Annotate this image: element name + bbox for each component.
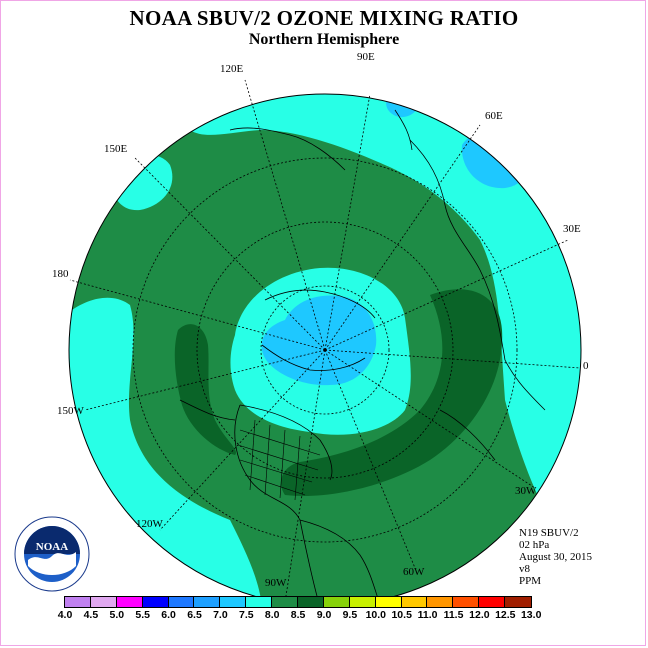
colorbar [64,596,533,608]
colorbar-segment [323,597,350,607]
us-state-lines [237,419,321,501]
colorbar-segment [298,597,324,607]
colorbar-tick-label: 4.5 [83,609,99,621]
map-title: NOAA SBUV/2 OZONE MIXING RATIO [129,6,519,30]
colorbar-tick-label: 11.0 [417,609,438,621]
colorbar-tick-label: 11.5 [443,609,464,621]
colorbar-segment [505,597,532,607]
colorbar-segment [479,597,506,607]
colorbar-tick-label: 10.0 [365,609,387,621]
graticule [69,79,581,603]
colorbar-tick-label: 5.5 [135,609,150,621]
map-subtitle: Northern Hemisphere [248,31,400,48]
colorbar-segment [375,597,402,607]
colorbar-tick-label: 4.0 [57,609,73,621]
lon-label-120e: 120E [220,63,244,75]
colorbar-segment [168,597,195,607]
colorbar-tick-label: 10.5 [391,609,412,621]
colorbar-segment [349,597,376,607]
lon-label-90w: 90W [265,577,287,589]
colorbar-ticks: 4.0 4.5 5.0 5.5 6.0 6.5 7.0 7.5 8.0 8.5 9.0 9.5 10.0… [58,609,582,623]
logo-text: NOAA [36,541,68,553]
colorbar-tick-label: 6.0 [161,609,176,621]
lon-label-180: 180 [52,268,69,280]
colorbar-segment [194,597,221,607]
dark-band-west [174,324,236,455]
colorbar-tick-label: 8.0 [264,609,280,621]
colorbar-tick-label: 12.0 [469,609,490,621]
colorbar-tick-label: 7.0 [213,609,228,621]
lon-label-90e: 90E [357,51,375,63]
colorbar-segment [142,597,169,607]
lon-label-120w: 120W [136,518,163,530]
colorbar-segment [116,597,143,607]
colorbar-tick-label: 9.0 [316,609,332,621]
colorbar-segment [246,597,273,607]
lon-label-30e: 30E [563,223,581,235]
colorbar-segment [220,597,247,607]
info-units: PPM [519,575,542,587]
colorbar-tick-label: 9.5 [342,609,358,621]
info-satellite: N19 SBUV/2 [519,527,579,539]
colorbar-tick-label: 8.5 [290,609,306,621]
noaa-logo: NOAA [14,516,90,592]
info-date: August 30, 2015 [519,551,593,563]
lon-label-150w: 150W [57,405,84,417]
lon-label-60e: 60E [485,110,503,122]
colorbar-segment [401,597,428,607]
colorbar-tick-label: 12.5 [495,609,516,621]
colorbar-tick-label: 7.5 [238,609,254,621]
colorbar-segment [427,597,454,607]
coastlines [179,109,546,606]
lon-label-150e: 150E [104,143,128,155]
colorbar-tick-label: 6.5 [187,609,202,621]
info-pressure: 02 hPa [519,539,550,551]
info-version: v8 [519,563,530,575]
dark-band-east [280,289,503,496]
colorbar-segment [272,597,299,607]
colorbar-tick-label: 13.0 [520,609,542,621]
colorbar-segment [453,597,480,607]
colorbar-segment [90,597,117,607]
colorbar-segment [65,597,91,607]
lon-label-60w: 60W [403,566,425,578]
lon-label-30w: 30W [515,485,537,497]
colorbar-tick-label: 5.0 [109,609,125,621]
info-block: N19 SBUV/2 02 hPa August 30, 2015 v8 PPM [519,527,592,587]
lon-label-0: 0 [583,360,589,372]
